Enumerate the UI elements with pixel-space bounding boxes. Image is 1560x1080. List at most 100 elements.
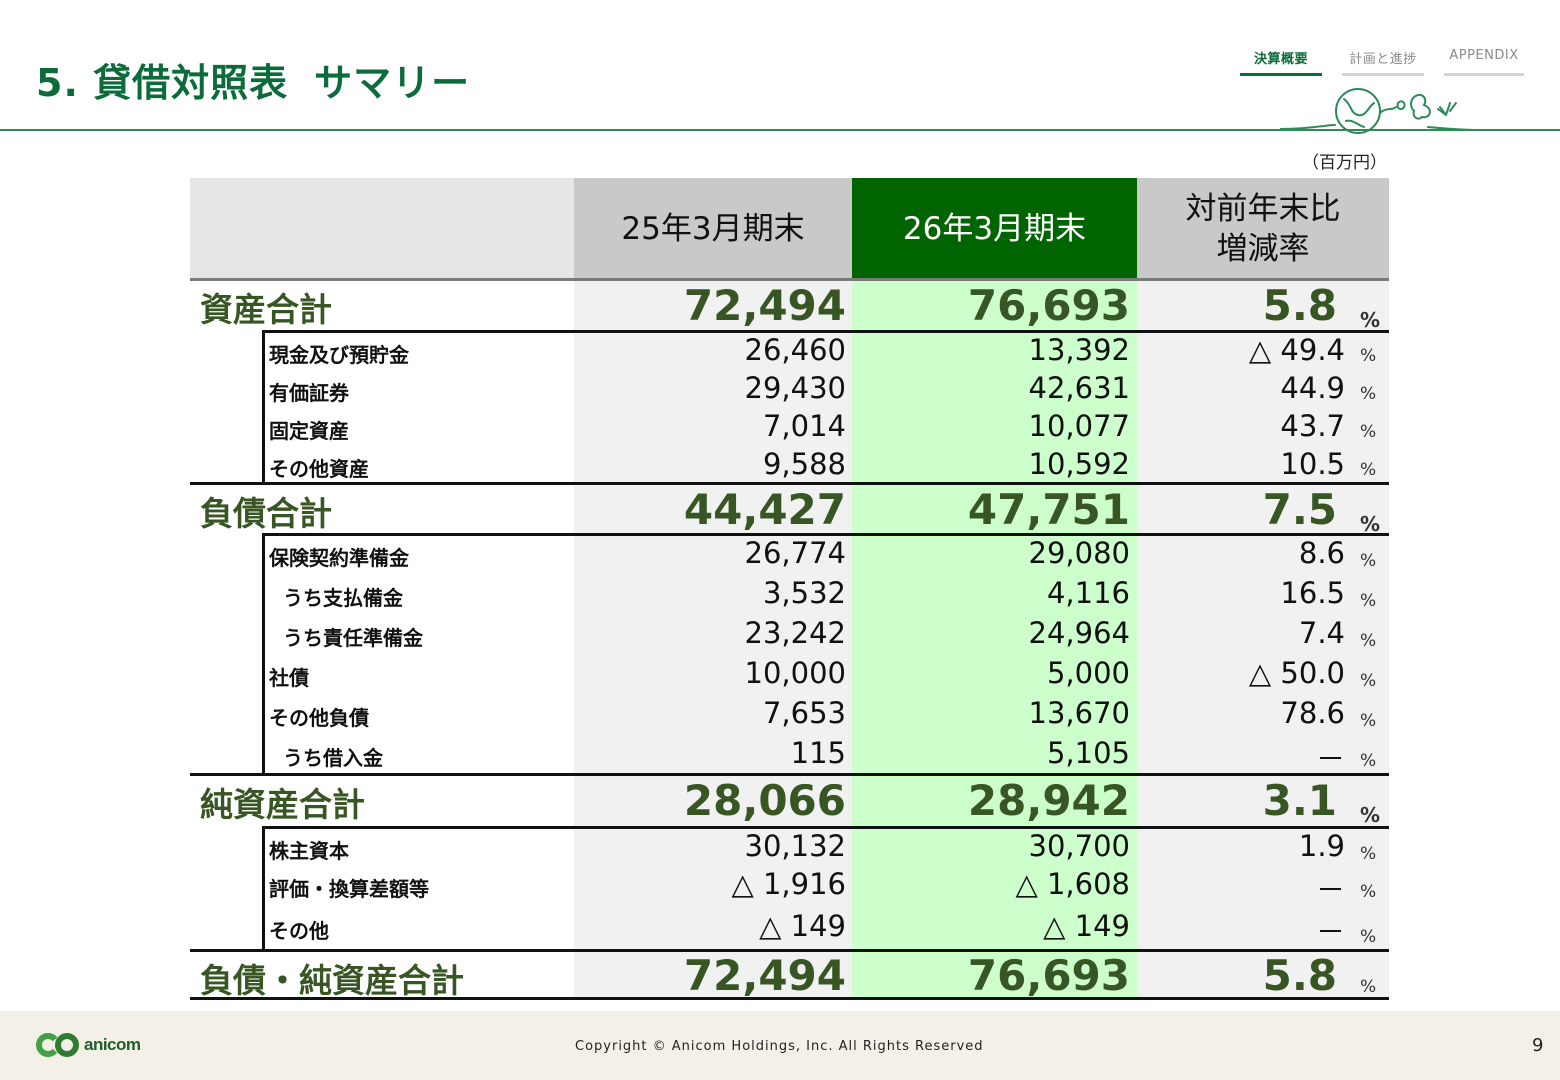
page-number: 9 [1532,1035,1544,1056]
table-row: うち責任準備金 23,242 24,964 7.4 % [190,616,1389,656]
tab-appendix[interactable]: APPENDIX [1444,48,1524,76]
indent-rule [262,330,265,483]
current-column-bg [852,178,1137,1000]
label-column-bg [190,178,574,1000]
prev-value: 29,430 [744,371,846,405]
current-value: △ 149 [1043,909,1130,943]
section-divider [190,773,1389,776]
prev-column-bg [574,178,852,1000]
page-title: 5. 貸借対照表 サマリー [36,52,470,107]
unit-label: （百万円） [1302,153,1387,173]
table-row-total-net-assets: 純資産合計 28,066 28,942 3.1 % [190,776,1389,827]
prev-value: 44,427 [683,485,846,534]
row-label: 負債・純資産合計 [200,961,464,1000]
table-row: 有価証券 29,430 42,631 44.9 % [190,371,1389,409]
row-label: 社債 [269,666,309,690]
row-label: うち借入金 [283,746,383,770]
percent-sign: % [1360,551,1377,571]
percent-sign: % [1360,977,1377,997]
header-change-rate-line1: 対前年末比 [1185,190,1341,227]
tab-kessan-gaiyou[interactable]: 決算概要 [1240,48,1322,76]
row-label: 評価・換算差額等 [269,877,429,901]
current-value: 76,693 [967,951,1130,1000]
row-label: その他 [269,919,329,943]
table-row: 固定資産 7,014 10,077 43.7 % [190,409,1389,447]
table-header: 25年3月期末 26年3月期末 対前年末比 増減率 [190,178,1389,279]
current-value: 28,942 [967,776,1130,825]
change-rate: 1.9 [1298,829,1345,863]
prev-value: 7,014 [762,409,846,443]
row-label: 有価証券 [269,381,349,405]
percent-sign: % [1360,751,1377,771]
change-rate: 44.9 [1280,371,1345,405]
prev-value: 23,242 [744,616,846,650]
row-label: その他負債 [269,706,369,730]
table-row: その他負債 7,653 13,670 78.6 % [190,696,1389,736]
percent-sign: % [1360,591,1377,611]
percent-sign: % [1360,927,1377,947]
percent-sign: % [1360,882,1377,902]
row-label: 株主資本 [269,839,349,863]
prev-value: 72,494 [683,281,846,330]
header-divider [0,129,1560,131]
prev-value: 26,460 [744,333,846,367]
change-rate: 7.5 [1262,485,1337,534]
page-subtitle: サマリー [314,61,471,105]
percent-sign: % [1360,803,1381,827]
change-rate: △ 49.4 [1248,333,1345,367]
globe-animals-decoration-icon [1280,88,1480,134]
page-title-main: 5. 貸借対照表 [36,61,289,105]
change-rate: 16.5 [1280,576,1345,610]
table-row: 株主資本 30,132 30,700 1.9 % [190,829,1389,867]
change-rate: 8.6 [1298,536,1345,570]
row-divider [264,826,1389,829]
row-label: うち支払備金 [283,586,403,610]
current-value: △ 1,608 [1015,867,1130,901]
current-value: 29,080 [1028,536,1130,570]
row-label: 保険契約準備金 [269,546,409,570]
indent-rule [262,533,265,774]
change-rate: 10.5 [1280,447,1345,481]
current-value: 13,670 [1028,696,1130,730]
prev-value: 30,132 [744,829,846,863]
table-row: 評価・換算差額等 △ 1,916 △ 1,608 － % [190,867,1389,907]
header-label-cell [190,178,574,279]
tab-keikaku-shinchoku[interactable]: 計画と進捗 [1342,48,1424,76]
company-logo[interactable]: anicom [36,1033,141,1057]
change-rate: 3.1 [1262,776,1337,825]
row-divider [264,330,1389,333]
table-row: うち借入金 115 5,105 － % [190,736,1389,776]
current-value: 5,105 [1046,736,1130,770]
percent-sign: % [1360,844,1377,864]
table-row: その他 △ 149 △ 149 － % [190,907,1389,950]
prev-value: △ 1,916 [731,867,846,901]
percent-sign: % [1360,308,1381,332]
section-nav: 決算概要 計画と進捗 APPENDIX [1240,48,1524,76]
current-value: 76,693 [967,281,1130,330]
indent-rule [262,826,265,950]
header-underline [190,278,1389,281]
section-divider [190,949,1389,952]
row-label: 固定資産 [269,419,349,443]
header-prev-period: 25年3月期末 [574,178,852,279]
table-row-total-liabilities: 負債合計 44,427 47,751 7.5 % [190,485,1389,536]
prev-value: 26,774 [744,536,846,570]
logo-text: anicom [84,1035,141,1054]
percent-sign: % [1360,631,1377,651]
change-rate: － [1315,873,1345,907]
prev-value: 115 [790,736,846,770]
table-row: その他資産 9,588 10,592 10.5 % [190,447,1389,483]
prev-value: 7,653 [762,696,846,730]
header-current-period: 26年3月期末 [852,178,1137,279]
percent-sign: % [1360,512,1381,536]
copyright-text: Copyright © Anicom Holdings, Inc. All Ri… [575,1039,984,1054]
current-value: 42,631 [1028,371,1130,405]
row-label: 負債合計 [200,494,332,533]
percent-sign: % [1360,460,1377,480]
row-label: 資産合計 [200,290,332,329]
change-rate: － [1315,742,1345,776]
current-value: 13,392 [1028,333,1130,367]
section-divider [190,482,1389,485]
percent-sign: % [1360,346,1377,366]
table-row: 社債 10,000 5,000 △ 50.0 % [190,656,1389,696]
